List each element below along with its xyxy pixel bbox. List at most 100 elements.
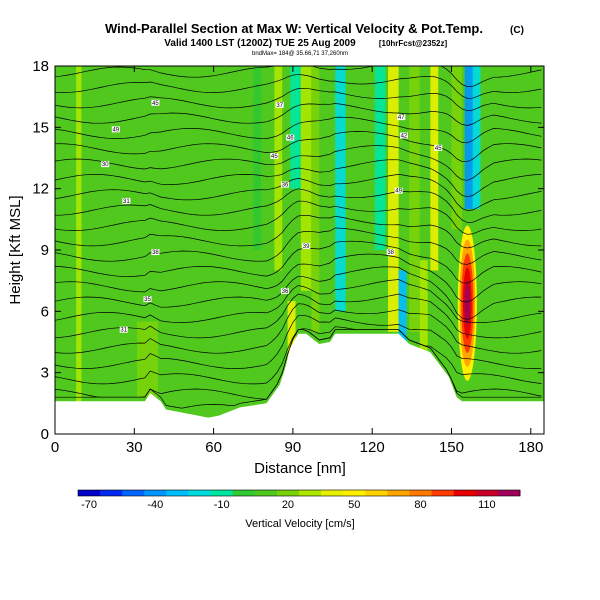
- x-tick-label: 30: [126, 439, 143, 456]
- isentrope-label-bg: [397, 114, 406, 121]
- velocity-band: [485, 66, 494, 148]
- isentropes: [55, 66, 542, 409]
- colorbar-swatch: [78, 490, 101, 496]
- colorbar-swatch: [365, 490, 388, 496]
- isentrope-label: 46: [287, 136, 294, 142]
- isentrope-label-bg: [143, 296, 152, 303]
- isentrope-line: [55, 66, 542, 88]
- x-axis: 0 30 60 90 120 150 180: [51, 66, 543, 456]
- colorbar-swatch: [210, 490, 234, 496]
- velocity-band: [136, 321, 159, 398]
- isentrope-label: 36: [282, 183, 289, 189]
- isentrope-line: [55, 103, 542, 126]
- x-tick-label: 180: [518, 439, 543, 456]
- isentrope-label-bg: [151, 249, 160, 256]
- x-tick-label: 120: [360, 439, 385, 456]
- velocity-band: [409, 66, 420, 332]
- colorbar-swatch: [497, 490, 521, 496]
- isentrope-label: 36: [282, 289, 289, 295]
- x-axis-label: Distance [nm]: [254, 460, 346, 477]
- isentrope-line: [55, 73, 542, 99]
- isentrope-label: 45: [152, 101, 159, 107]
- colorbar-swatch: [100, 490, 123, 496]
- isentrope-line: [55, 131, 542, 163]
- velocity-band: [287, 301, 296, 363]
- colorbar-label: Vertical Velocity [cm/s]: [245, 518, 354, 530]
- colorbar-tick-label: -10: [214, 499, 230, 511]
- colorbar-swatch: [343, 490, 366, 496]
- isentrope-label: 45: [271, 154, 278, 160]
- velocity-band: [374, 66, 386, 250]
- velocity-bands: [76, 66, 510, 434]
- velocity-band: [324, 66, 333, 250]
- velocity-band: [438, 290, 447, 394]
- isentrope-label: 35: [144, 297, 151, 303]
- isentrope-label-bg: [280, 287, 289, 294]
- isentrope-label-bg: [286, 134, 295, 141]
- isentrope-label-bg: [119, 326, 128, 333]
- isentrope-line: [55, 200, 542, 235]
- colorbar-tick-label: -40: [147, 499, 163, 511]
- isentrope-label-bg: [302, 242, 311, 249]
- colorbar-swatch: [387, 490, 410, 496]
- y-tick-label: 12: [32, 181, 49, 198]
- isentrope-label-bg: [151, 99, 160, 106]
- isentrope-labels: 45 49 30 31 38 35 31 37 46 45 36 39 36 47 42 45 49 38: [101, 99, 443, 334]
- velocity-band: [253, 66, 262, 250]
- terrain: [55, 333, 544, 434]
- velocity-band: [300, 66, 312, 291]
- isentrope-line: [55, 188, 542, 223]
- isentrope-label: 38: [387, 250, 394, 256]
- velocity-band: [76, 66, 82, 434]
- isentrope-label-bg: [111, 126, 120, 133]
- y-axis-label: Height [Kft MSL]: [7, 195, 24, 304]
- velocity-band: [290, 66, 301, 189]
- colorbar-tick-label: -70: [81, 499, 97, 511]
- isentrope-label-bg: [280, 181, 289, 188]
- y-tick-label: 3: [41, 365, 49, 382]
- isentrope-label: 49: [395, 189, 402, 195]
- updraft-core: [457, 225, 477, 381]
- y-tick-label: 18: [32, 58, 49, 75]
- x-tick-label: 150: [439, 439, 464, 456]
- chart-caption: bndMax= 184@ 35.66,71 37,260nm: [252, 51, 348, 57]
- y-tick-label: 9: [41, 242, 49, 259]
- isentrope-line: [55, 314, 542, 369]
- isentrope-label: 38: [152, 250, 159, 256]
- velocity-band: [499, 188, 510, 394]
- isentrope-label-bg: [275, 101, 284, 108]
- isentrope-label: 30: [102, 162, 109, 168]
- chart-subtitle: Valid 1400 LST (1200Z) TUE 25 Aug 2009: [164, 38, 356, 49]
- isentrope-label: 31: [120, 328, 127, 334]
- colorbar-swatch: [431, 490, 455, 496]
- y-tick-label: 6: [41, 303, 49, 320]
- colorbar-swatch: [276, 490, 300, 496]
- colorbar-swatch: [409, 490, 433, 496]
- isentrope-line: [55, 87, 542, 112]
- x-tick-label: 90: [285, 439, 302, 456]
- colorbar-swatch: [321, 490, 344, 496]
- isentrope-line: [55, 293, 542, 339]
- title-mark: (C): [510, 25, 524, 36]
- isentrope-line: [55, 174, 542, 211]
- isentrope-label: 31: [123, 199, 130, 205]
- updraft-ring: [464, 281, 471, 325]
- colorbar-swatch: [122, 490, 145, 496]
- velocity-band: [335, 66, 346, 312]
- colorbar-tick-label: 80: [414, 499, 426, 511]
- isentrope-line: [55, 227, 542, 265]
- isentrope-label-bg: [394, 187, 403, 194]
- isentrope-label: 45: [435, 146, 442, 152]
- colorbar-swatch: [299, 490, 322, 496]
- isentrope-line: [55, 145, 542, 181]
- velocity-band: [419, 260, 428, 363]
- isentrope-line: [55, 303, 542, 354]
- velocity-band: [274, 66, 283, 271]
- colorbar-swatch: [232, 490, 256, 496]
- isentrope-label-bg: [270, 152, 279, 159]
- isentrope-line: [55, 266, 542, 320]
- velocity-band: [311, 66, 320, 332]
- colorbar-swatch: [475, 490, 499, 496]
